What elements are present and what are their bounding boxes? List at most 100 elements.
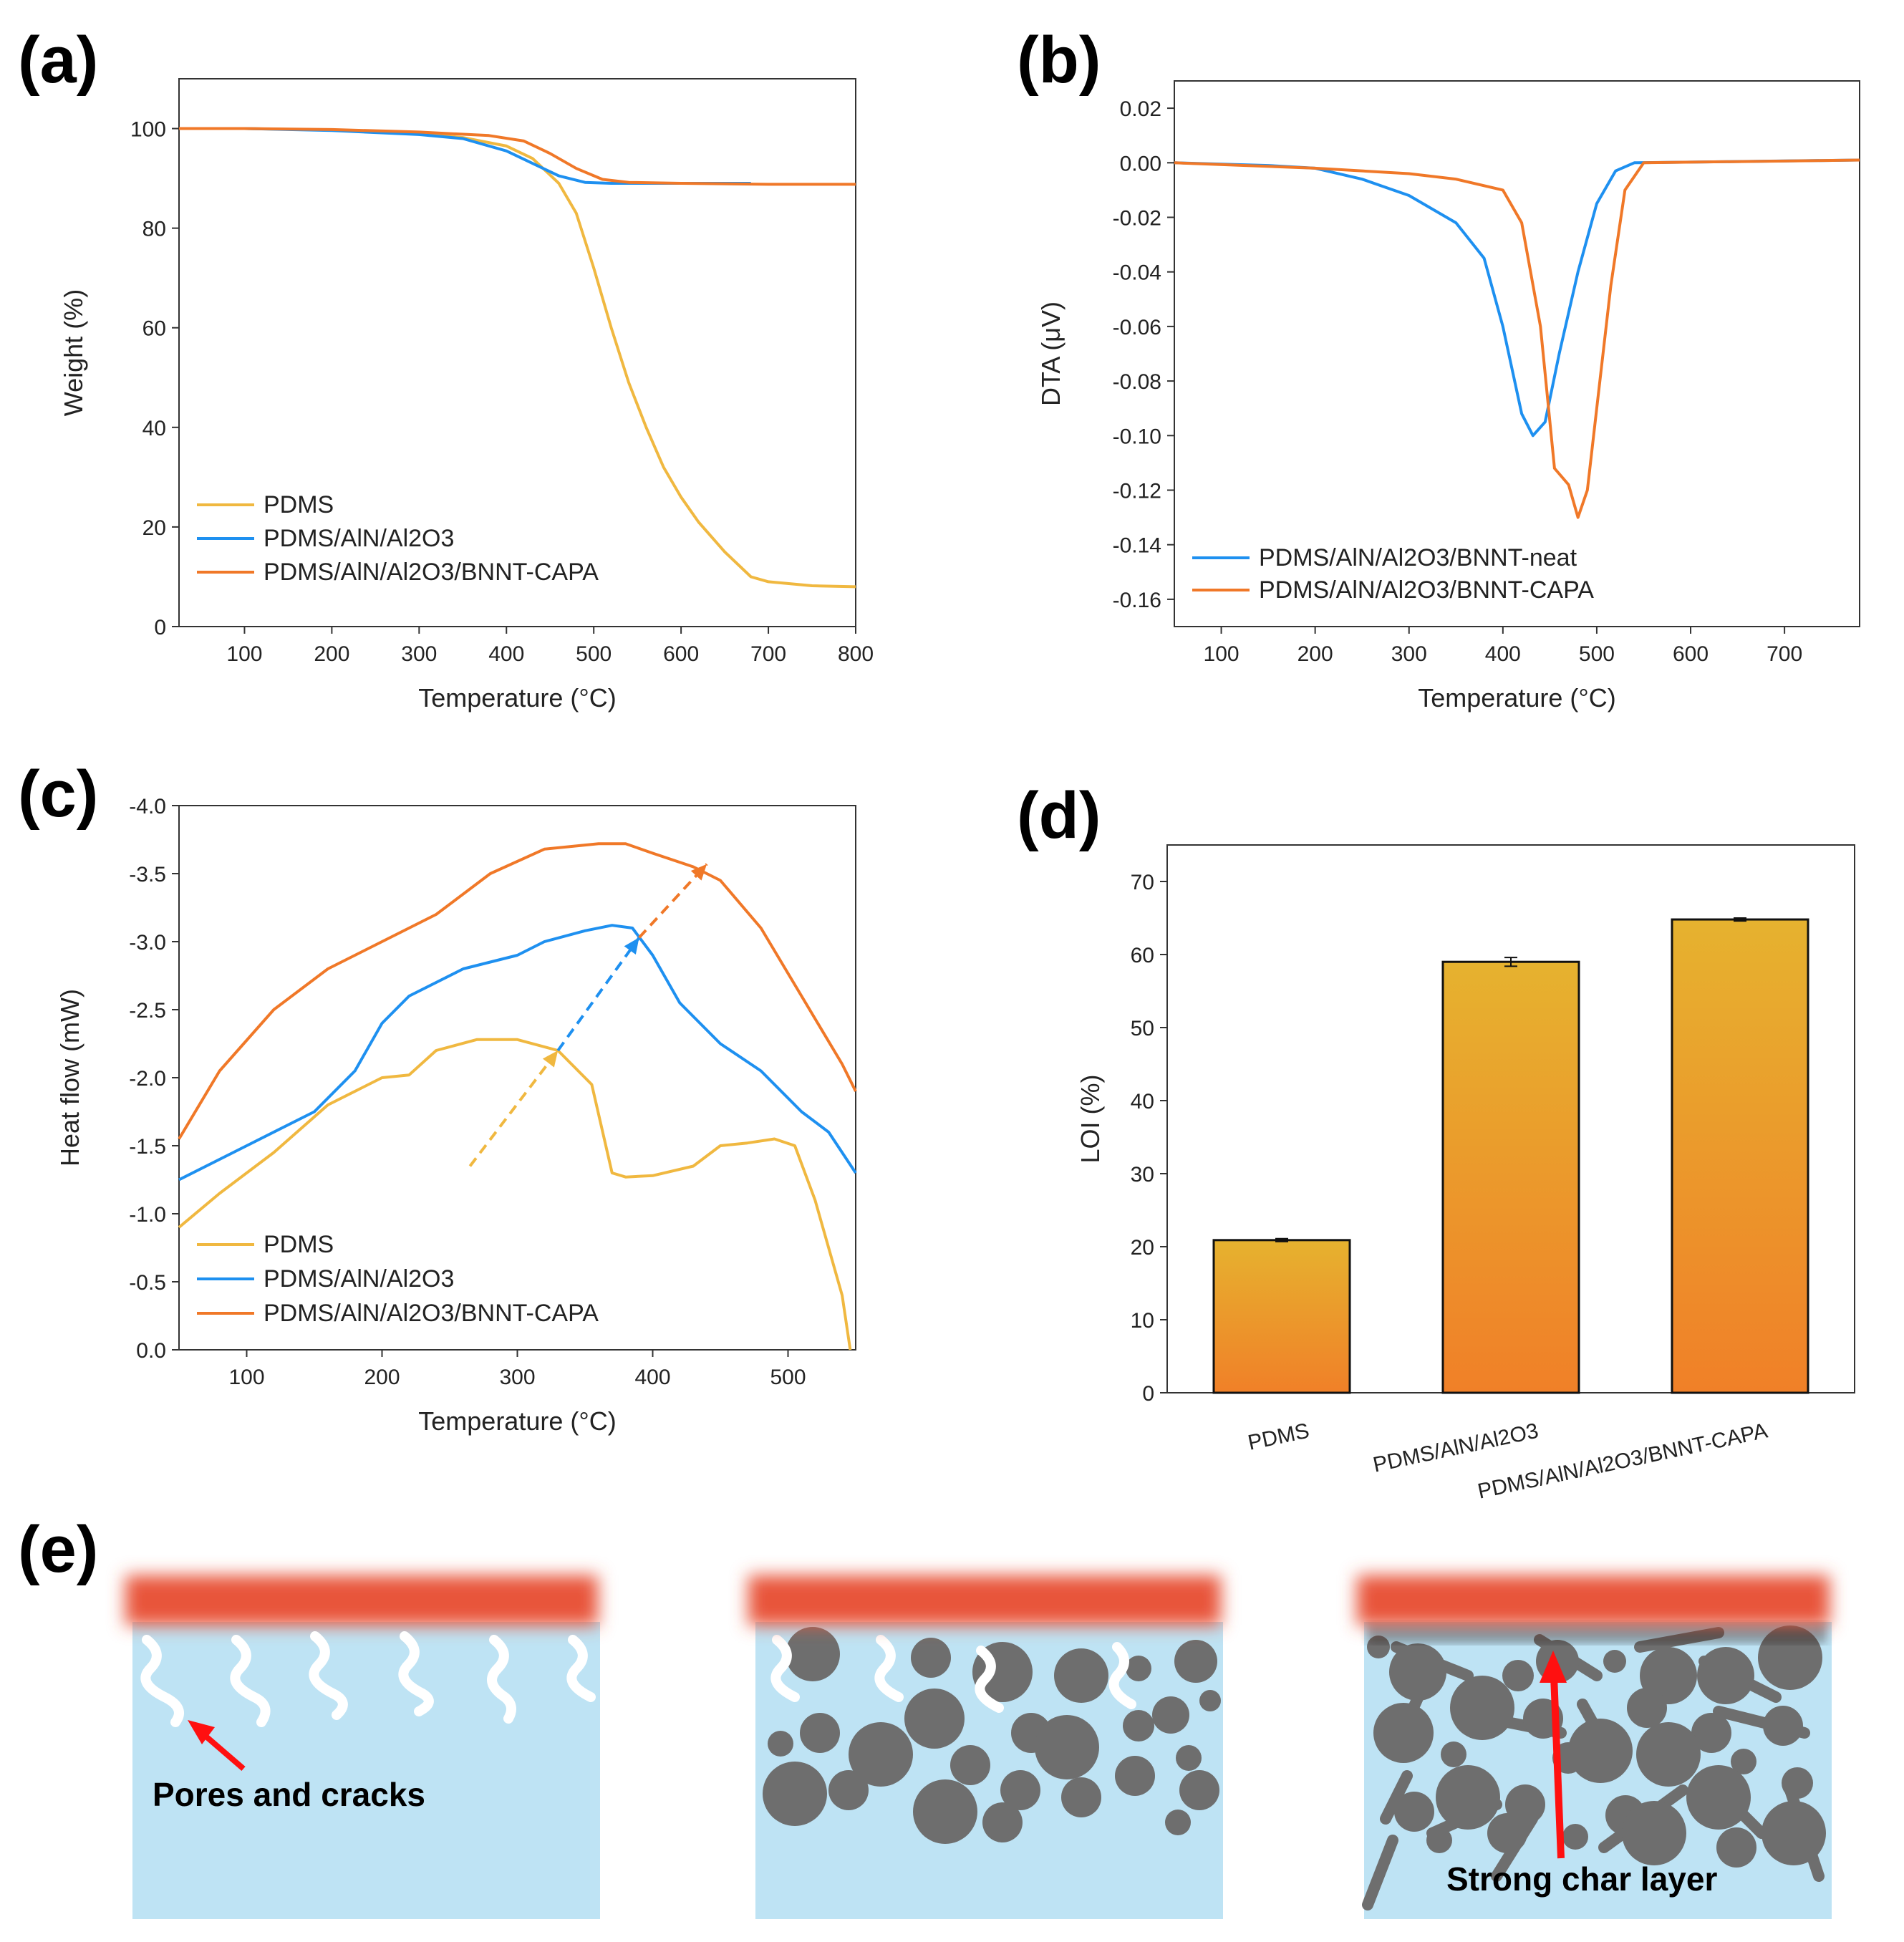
legend-entry-label: PDMS — [264, 1231, 334, 1258]
particle — [1394, 1792, 1434, 1832]
crack — [230, 1635, 271, 1727]
x-tick-label: 300 — [1391, 642, 1427, 666]
schematic-e: Pores and cracks — [125, 1575, 1832, 1919]
y-tick-label: -3.0 — [129, 931, 166, 955]
particle — [1373, 1703, 1434, 1763]
particle — [828, 1770, 869, 1810]
x-tick-label: 200 — [314, 642, 349, 666]
particle — [1152, 1696, 1189, 1734]
particle — [1636, 1722, 1701, 1787]
nanotube — [1380, 1770, 1413, 1825]
pointer-arrowhead-pores — [188, 1720, 215, 1744]
particle — [1061, 1777, 1101, 1817]
y-tick-label: 10 — [1131, 1309, 1154, 1333]
label-strong-char-layer: Strong char layer — [1446, 1860, 1717, 1898]
x-tick-label: 500 — [770, 1366, 806, 1389]
nanotube — [1362, 1835, 1398, 1910]
particle — [786, 1627, 840, 1681]
particle — [1000, 1770, 1040, 1810]
particle — [982, 1802, 1023, 1842]
panel-label-c: (c) — [18, 758, 98, 831]
trend-arrow-1 — [556, 937, 641, 1052]
y-tick-label: 0.0 — [136, 1339, 166, 1363]
y-tick-label: -3.5 — [129, 863, 166, 887]
particle — [1123, 1710, 1154, 1741]
x-tick-label: 400 — [634, 1366, 670, 1389]
y-tick-label: -0.06 — [1113, 316, 1161, 339]
y-tick-label: -4.0 — [129, 795, 166, 818]
x-tick-label: 300 — [401, 642, 437, 666]
pointer-arrow-char — [1550, 1675, 1565, 1859]
particle — [1562, 1824, 1588, 1850]
y-tick-label: 40 — [1131, 1090, 1154, 1113]
x-tick-label: 500 — [576, 642, 612, 666]
x-axis-label: Temperature (°C) — [1418, 683, 1615, 712]
x-tick-label: 700 — [1767, 642, 1802, 666]
series-line-c-2 — [178, 842, 857, 1140]
legend-b: PDMS/AlN/Al2O3/BNNT-neat PDMS/AlN/Al2O3/B… — [1192, 544, 1594, 604]
crack-group-1 — [140, 1631, 596, 1727]
particle — [1441, 1741, 1466, 1767]
trend-arrowhead-2 — [690, 864, 707, 881]
particle — [1691, 1713, 1731, 1753]
crack — [1108, 1642, 1136, 1709]
x-tick-label: 400 — [488, 642, 524, 666]
crack — [770, 1635, 800, 1702]
particle — [1762, 1801, 1826, 1865]
particle — [1627, 1688, 1667, 1728]
particle — [1505, 1784, 1545, 1825]
bar-2 — [1671, 918, 1809, 1394]
crack — [487, 1635, 516, 1724]
y-tick-label: 60 — [142, 317, 166, 341]
x-tick-label: 600 — [663, 642, 699, 666]
particle — [1174, 1640, 1217, 1683]
particle — [1716, 1827, 1756, 1868]
crack — [975, 1646, 1004, 1713]
y-tick-label: 20 — [1131, 1236, 1154, 1260]
chart-b-dta: 100 200 300 400 500 600 700 0.02 0.00 -0.02 -0.04 -… — [1036, 80, 1860, 712]
particle — [1763, 1706, 1803, 1746]
y-tick-label: -0.08 — [1113, 370, 1161, 394]
particle — [1436, 1765, 1500, 1830]
particle — [1487, 1813, 1527, 1853]
x-tick-label: 300 — [499, 1366, 535, 1389]
y-tick-label: -0.14 — [1113, 534, 1161, 558]
x-tick-label: 100 — [1204, 642, 1239, 666]
particle — [1176, 1745, 1202, 1771]
pointer-arrowhead-char — [1540, 1651, 1567, 1683]
x-tick-label: 400 — [1485, 642, 1521, 666]
label-pores-and-cracks: Pores and cracks — [153, 1776, 425, 1813]
schematic-block-bnnt-capa: Strong char layer — [1357, 1575, 1832, 1919]
x-tick-label: 200 — [364, 1366, 400, 1389]
legend-entry-label: PDMS/AlN/Al2O3/BNNT-CAPA — [264, 1300, 599, 1327]
particle — [1389, 1643, 1446, 1701]
y-tick-label: 100 — [130, 118, 166, 142]
legend-entry-label: PDMS/AlN/Al2O3/BNNT-neat — [1259, 544, 1577, 571]
plot-frame-a — [178, 78, 856, 627]
particle — [1782, 1767, 1813, 1799]
x-tick-label: 100 — [226, 642, 262, 666]
y-tick-label: -2.5 — [129, 999, 166, 1023]
y-tick-label: 50 — [1131, 1017, 1154, 1040]
particle — [1603, 1650, 1626, 1673]
chart-d-loi-bars: 0 10 20 30 40 50 60 70 LOI (%) PDMS PDMS/AlN/Al2O3… — [1076, 844, 1855, 1504]
y-tick-label: -0.10 — [1113, 425, 1161, 448]
particle — [763, 1762, 827, 1826]
legend-entry-label: PDMS/AlN/Al2O3 — [264, 1265, 454, 1293]
trend-arrowhead-0 — [542, 1050, 559, 1068]
y-tick-label: -1.0 — [129, 1203, 166, 1227]
crack-group-2 — [770, 1635, 1136, 1713]
legend-entry-label: PDMS/AlN/Al2O3/BNNT-CAPA — [1259, 576, 1594, 604]
y-tick-label: -0.12 — [1113, 480, 1161, 503]
y-axis-label: Weight (%) — [59, 289, 88, 416]
particle-group-2 — [763, 1627, 1221, 1844]
trend-arrowhead-1 — [624, 937, 639, 955]
y-tick-label: 60 — [1131, 944, 1154, 967]
particle — [1731, 1749, 1756, 1774]
particle — [1054, 1648, 1108, 1703]
panel-label-b: (b) — [1017, 24, 1101, 97]
particle — [800, 1713, 840, 1753]
panel-label-d: (d) — [1017, 779, 1101, 852]
y-tick-label: 80 — [142, 218, 166, 241]
y-tick-label: -0.5 — [129, 1271, 166, 1295]
